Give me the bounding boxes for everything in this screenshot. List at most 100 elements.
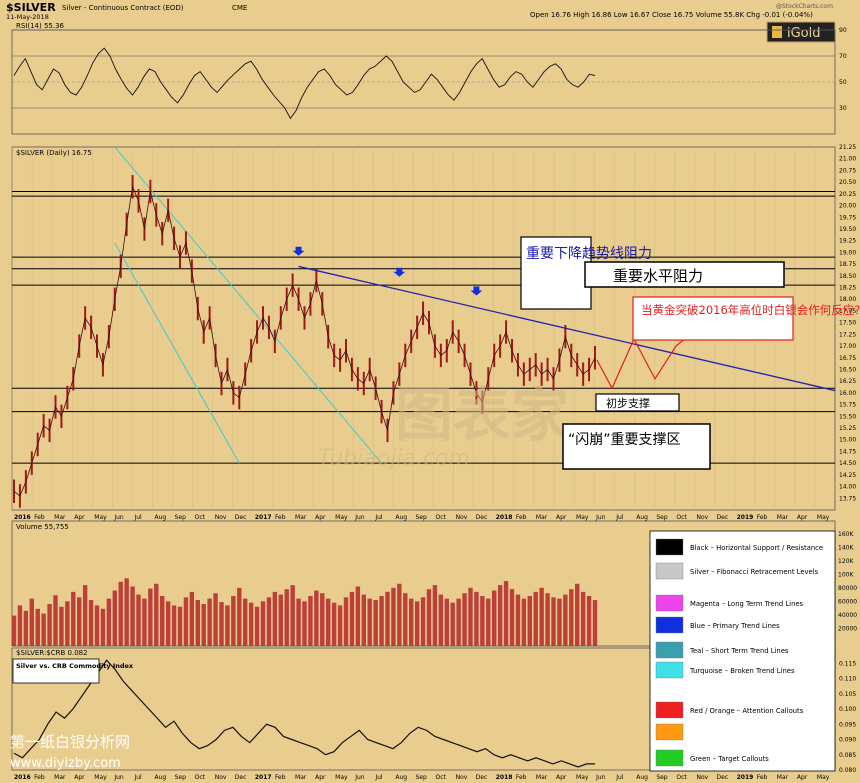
logo-text: iGold xyxy=(787,26,821,41)
month-tick-label: Mar xyxy=(295,514,307,521)
watermark-subtext: Tubiaojia.com xyxy=(318,446,470,471)
month-tick-label: Oct xyxy=(676,774,687,781)
teal-channel-upper xyxy=(114,146,382,464)
month-tick-label: Jun xyxy=(595,514,606,521)
price-tick-label: 14.25 xyxy=(839,472,856,479)
ratio-tick-label: 0.100 xyxy=(839,706,856,713)
volume-bar xyxy=(557,598,562,646)
rsi-line xyxy=(13,47,596,120)
volume-bar xyxy=(165,601,171,646)
volume-bar xyxy=(148,588,153,646)
price-tick-label: 13.75 xyxy=(839,495,856,502)
volume-bar xyxy=(373,600,378,646)
volume-tick-label: 20000 xyxy=(838,626,857,633)
month-tick-label: Aug xyxy=(395,774,407,781)
chart-name: Silver - Continuous Contract (EOD) xyxy=(62,4,184,12)
ratio-title: $SILVER:$CRB 0.082 xyxy=(16,649,88,657)
footer-site-url: www.diyizby.com xyxy=(10,756,121,771)
month-tick-label: Apr xyxy=(315,774,326,781)
rsi-tick-label: 70 xyxy=(839,53,847,60)
price-tick-label: 14.75 xyxy=(839,448,856,455)
volume-bar xyxy=(497,585,503,646)
volume-bar xyxy=(59,606,64,646)
price-tick-label: 18.50 xyxy=(839,273,856,280)
month-tick-label: Feb xyxy=(275,774,286,781)
volume-bar xyxy=(142,598,147,646)
volume-bar xyxy=(284,589,289,646)
month-tick-label: Jul xyxy=(133,774,142,781)
volume-bar xyxy=(82,585,88,646)
legend-swatch xyxy=(655,749,684,767)
volume-tick-label: 120K xyxy=(838,558,854,565)
volume-bar xyxy=(551,597,556,646)
volume-tick-label: 80000 xyxy=(838,585,857,592)
touch-arrow xyxy=(292,246,305,256)
volume-bar xyxy=(438,594,444,646)
volume-bar xyxy=(266,597,272,646)
volume-tick-label: 160K xyxy=(838,531,854,538)
price-tick-label: 15.50 xyxy=(839,413,856,420)
month-tick-label: Oct xyxy=(436,514,447,521)
price-tick-label: 18.00 xyxy=(839,296,856,303)
volume-bar xyxy=(53,595,58,646)
volume-bar xyxy=(503,581,509,646)
symbol: $SILVER xyxy=(6,1,56,14)
volume-bar xyxy=(397,583,402,646)
volume-bar xyxy=(569,589,574,646)
price-tick-label: 19.00 xyxy=(839,249,856,256)
volume-bar xyxy=(243,598,248,646)
price-tick-label: 18.75 xyxy=(839,261,856,268)
price-tick-label: 14.50 xyxy=(839,460,856,467)
month-tick-label: Jul xyxy=(615,774,624,781)
month-tick-label: May xyxy=(94,514,107,521)
volume-bar xyxy=(426,589,432,646)
volume-bar xyxy=(201,604,206,646)
legend-swatch xyxy=(655,594,684,612)
volume-bar xyxy=(112,590,117,646)
volume-bar xyxy=(343,597,349,646)
volume-bar xyxy=(379,595,384,646)
volume-bar xyxy=(106,598,112,646)
price-tick-label: 15.25 xyxy=(839,425,856,432)
month-tick-label: Oct xyxy=(676,514,687,521)
price-line xyxy=(13,185,596,497)
month-tick-label: Sep xyxy=(415,774,427,781)
volume-bar xyxy=(432,585,438,646)
legend-swatch xyxy=(655,641,684,659)
volume-bar xyxy=(17,605,23,646)
volume-bar xyxy=(308,595,313,646)
volume-tick-label: 140K xyxy=(838,545,854,552)
month-tick-label: Mar xyxy=(536,774,548,781)
stockcharts-watermark: @StockCharts.com xyxy=(776,3,833,10)
igold-logo: iGold xyxy=(766,21,836,43)
volume-bar xyxy=(367,598,372,646)
month-tick-label: Nov xyxy=(456,514,468,521)
chart-date: 11-May-2018 xyxy=(6,13,49,21)
ratio-tick-label: 0.115 xyxy=(839,660,856,667)
price-tick-label: 20.00 xyxy=(839,203,856,210)
legend-label: Red / Orange – Attention Callouts xyxy=(690,707,804,715)
annotation-horizontal-resistance: 重要水平阻力 xyxy=(613,267,703,285)
month-tick-label: Dec xyxy=(235,774,247,781)
legend-swatch xyxy=(655,616,684,634)
volume-bar xyxy=(521,598,527,646)
month-tick-label: Oct xyxy=(436,774,447,781)
month-tick-label: Apr xyxy=(797,514,808,521)
ratio-tick-label: 0.080 xyxy=(839,767,856,774)
rsi-title: RSI(14) 55.36 xyxy=(16,22,65,30)
price-tick-label: 15.75 xyxy=(839,402,856,409)
volume-bar xyxy=(254,606,260,646)
price-tick-label: 21.00 xyxy=(839,156,856,163)
month-tick-label: Jun xyxy=(354,774,365,781)
price-tick-label: 19.25 xyxy=(839,238,856,245)
volume-bar xyxy=(213,593,218,646)
volume-bar xyxy=(563,594,568,646)
legend-label: Turquoise – Broken Trend Lines xyxy=(689,667,795,675)
volume-bar xyxy=(474,591,479,646)
volume-bar xyxy=(320,593,325,646)
month-tick-label: Sep xyxy=(656,514,668,521)
volume-bar xyxy=(450,602,455,646)
footer-site-name: 第一纸白银分析网 xyxy=(10,733,130,751)
volume-bar xyxy=(302,601,307,646)
month-tick-label: 2018 xyxy=(496,514,513,521)
